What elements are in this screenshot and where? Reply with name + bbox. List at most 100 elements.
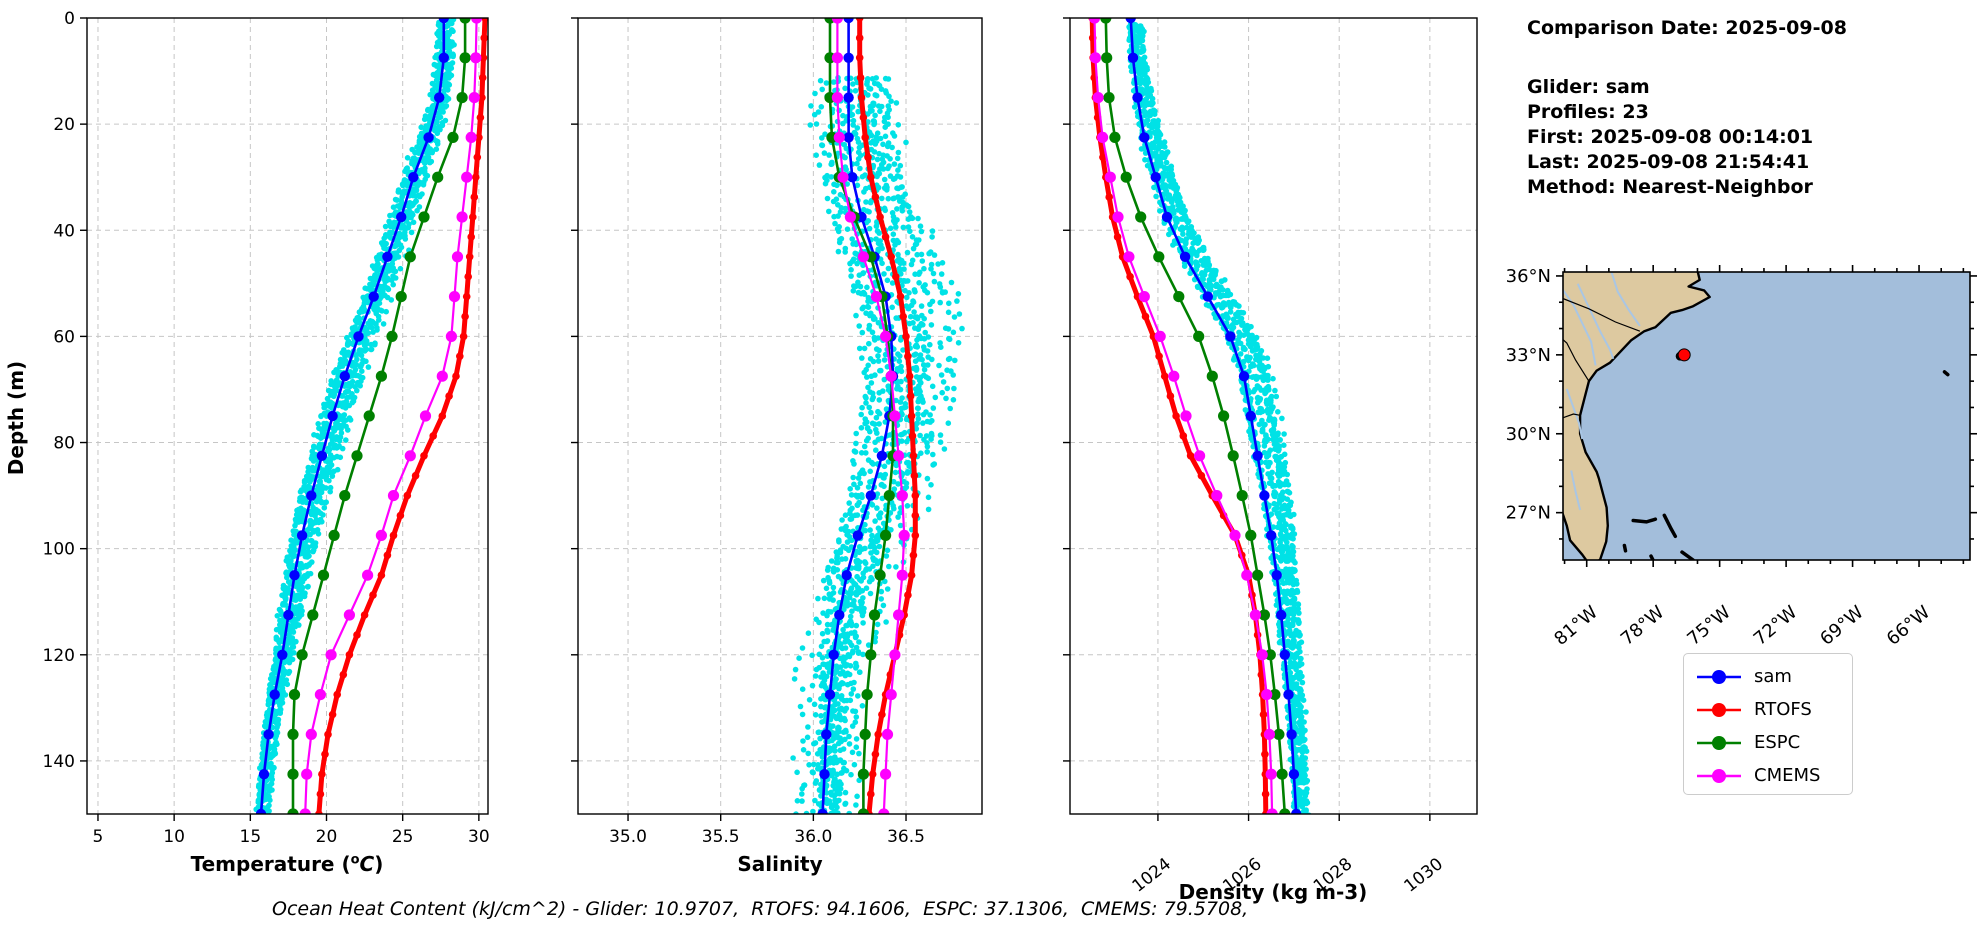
- scatter-point: [871, 421, 878, 428]
- scatter-point: [299, 564, 306, 571]
- scatter-point: [273, 661, 279, 668]
- scatter-point: [883, 553, 890, 559]
- series-marker-sam: [277, 649, 288, 660]
- scatter-point: [799, 711, 806, 718]
- scatter-point: [813, 121, 820, 127]
- scatter-point: [294, 540, 300, 546]
- scatter-point: [856, 499, 862, 506]
- scatter-point: [362, 347, 368, 354]
- scatter-point: [900, 347, 906, 353]
- scatter-point: [349, 399, 356, 406]
- scatter-point: [266, 788, 273, 794]
- temperature-axes-box: [86, 17, 489, 815]
- scatter-point: [831, 621, 838, 628]
- scatter-point: [1270, 427, 1277, 433]
- scatter-point: [809, 652, 815, 659]
- series-marker-RTOFS: [855, 34, 864, 42]
- series-marker-sam: [423, 132, 434, 143]
- series-marker-RTOFS: [403, 491, 412, 500]
- scatter-point: [852, 512, 859, 519]
- scatter-point: [820, 577, 827, 584]
- scatter-point: [882, 471, 889, 478]
- scatter-point: [889, 304, 895, 311]
- scatter-point: [296, 587, 302, 593]
- scatter-point: [371, 265, 378, 272]
- y-tick-label: 120: [43, 646, 75, 666]
- series-marker-ESPC: [328, 529, 340, 542]
- scatter-point: [279, 629, 286, 635]
- scatter-point: [1213, 281, 1220, 288]
- scatter-point: [410, 219, 417, 226]
- scatter-point: [918, 303, 925, 309]
- scatter-point: [805, 724, 811, 730]
- y-tick-label: 100: [43, 540, 75, 560]
- scatter-point: [1278, 491, 1285, 498]
- scatter-point: [435, 75, 441, 82]
- scatter-point: [383, 232, 389, 238]
- series-marker-RTOFS: [911, 491, 920, 500]
- series-marker-CMEMS: [471, 18, 483, 24]
- scatter-point: [882, 578, 888, 585]
- scatter-point: [915, 416, 922, 422]
- scatter-point: [848, 691, 855, 697]
- scatter-point: [855, 156, 862, 162]
- scatter-point: [1299, 679, 1306, 686]
- scatter-point: [830, 569, 837, 575]
- series-marker-RTOFS: [481, 18, 488, 22]
- scatter-point: [818, 643, 825, 650]
- scatter-point: [799, 798, 805, 804]
- scatter-point: [800, 747, 807, 753]
- scatter-point: [1290, 616, 1297, 622]
- scatter-point: [870, 563, 876, 569]
- series-marker-ESPC: [859, 728, 871, 741]
- scatter-point: [861, 470, 867, 477]
- scatter-point: [850, 474, 856, 481]
- scatter-point: [904, 460, 910, 466]
- series-marker-CMEMS: [375, 529, 387, 542]
- scatter-point: [348, 381, 355, 388]
- scatter-point: [845, 590, 852, 596]
- scatter-point: [837, 209, 844, 215]
- scatter-point: [842, 639, 848, 645]
- scatter-point: [1154, 134, 1161, 140]
- series-marker-sam: [828, 649, 839, 660]
- series-marker-RTOFS: [470, 193, 479, 201]
- scatter-point: [256, 791, 263, 797]
- series-marker-RTOFS: [868, 770, 877, 778]
- scatter-point: [854, 160, 860, 167]
- series-marker-ESPC: [447, 131, 459, 143]
- scatter-point: [855, 475, 862, 481]
- series-marker-CMEMS: [465, 131, 477, 143]
- series-marker-RTOFS: [859, 113, 868, 122]
- scatter-point: [301, 547, 307, 553]
- scatter-point: [341, 347, 347, 353]
- scatter-point: [872, 634, 879, 641]
- scatter-point: [343, 388, 350, 395]
- scatter-point: [860, 270, 866, 277]
- scatter-point: [918, 228, 925, 235]
- scatter-point: [842, 164, 849, 170]
- scatter-point: [386, 218, 392, 225]
- scatter-point: [906, 290, 912, 296]
- scatter-point: [840, 654, 847, 660]
- series-marker-CMEMS: [468, 92, 480, 104]
- scatter-point: [436, 62, 443, 68]
- scatter-point: [850, 686, 857, 692]
- scatter-point: [346, 415, 353, 421]
- scatter-point: [1245, 337, 1252, 343]
- scatter-point: [829, 161, 835, 167]
- scatter-point: [926, 250, 932, 257]
- scatter-point: [856, 345, 863, 352]
- scatter-point: [292, 547, 298, 553]
- series-marker-RTOFS: [459, 332, 468, 341]
- scatter-point: [912, 358, 919, 365]
- scatter-point: [1286, 580, 1293, 586]
- scatter-point: [398, 233, 405, 239]
- scatter-point: [1289, 542, 1295, 549]
- scatter-point: [1226, 299, 1232, 306]
- scatter-point: [831, 181, 837, 188]
- scatter-point: [858, 450, 865, 456]
- scatter-point: [343, 381, 350, 388]
- scatter-point: [950, 397, 957, 403]
- scatter-point: [280, 666, 286, 672]
